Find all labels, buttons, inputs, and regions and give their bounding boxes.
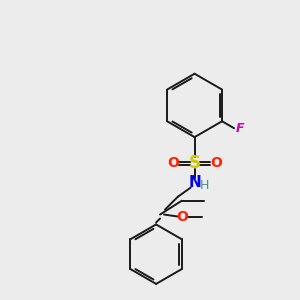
Text: O: O bbox=[176, 209, 188, 224]
Text: H: H bbox=[200, 179, 209, 192]
Text: S: S bbox=[189, 154, 201, 172]
Text: N: N bbox=[188, 175, 201, 190]
Text: F: F bbox=[236, 122, 244, 135]
Text: O: O bbox=[167, 156, 179, 170]
Text: O: O bbox=[210, 156, 222, 170]
